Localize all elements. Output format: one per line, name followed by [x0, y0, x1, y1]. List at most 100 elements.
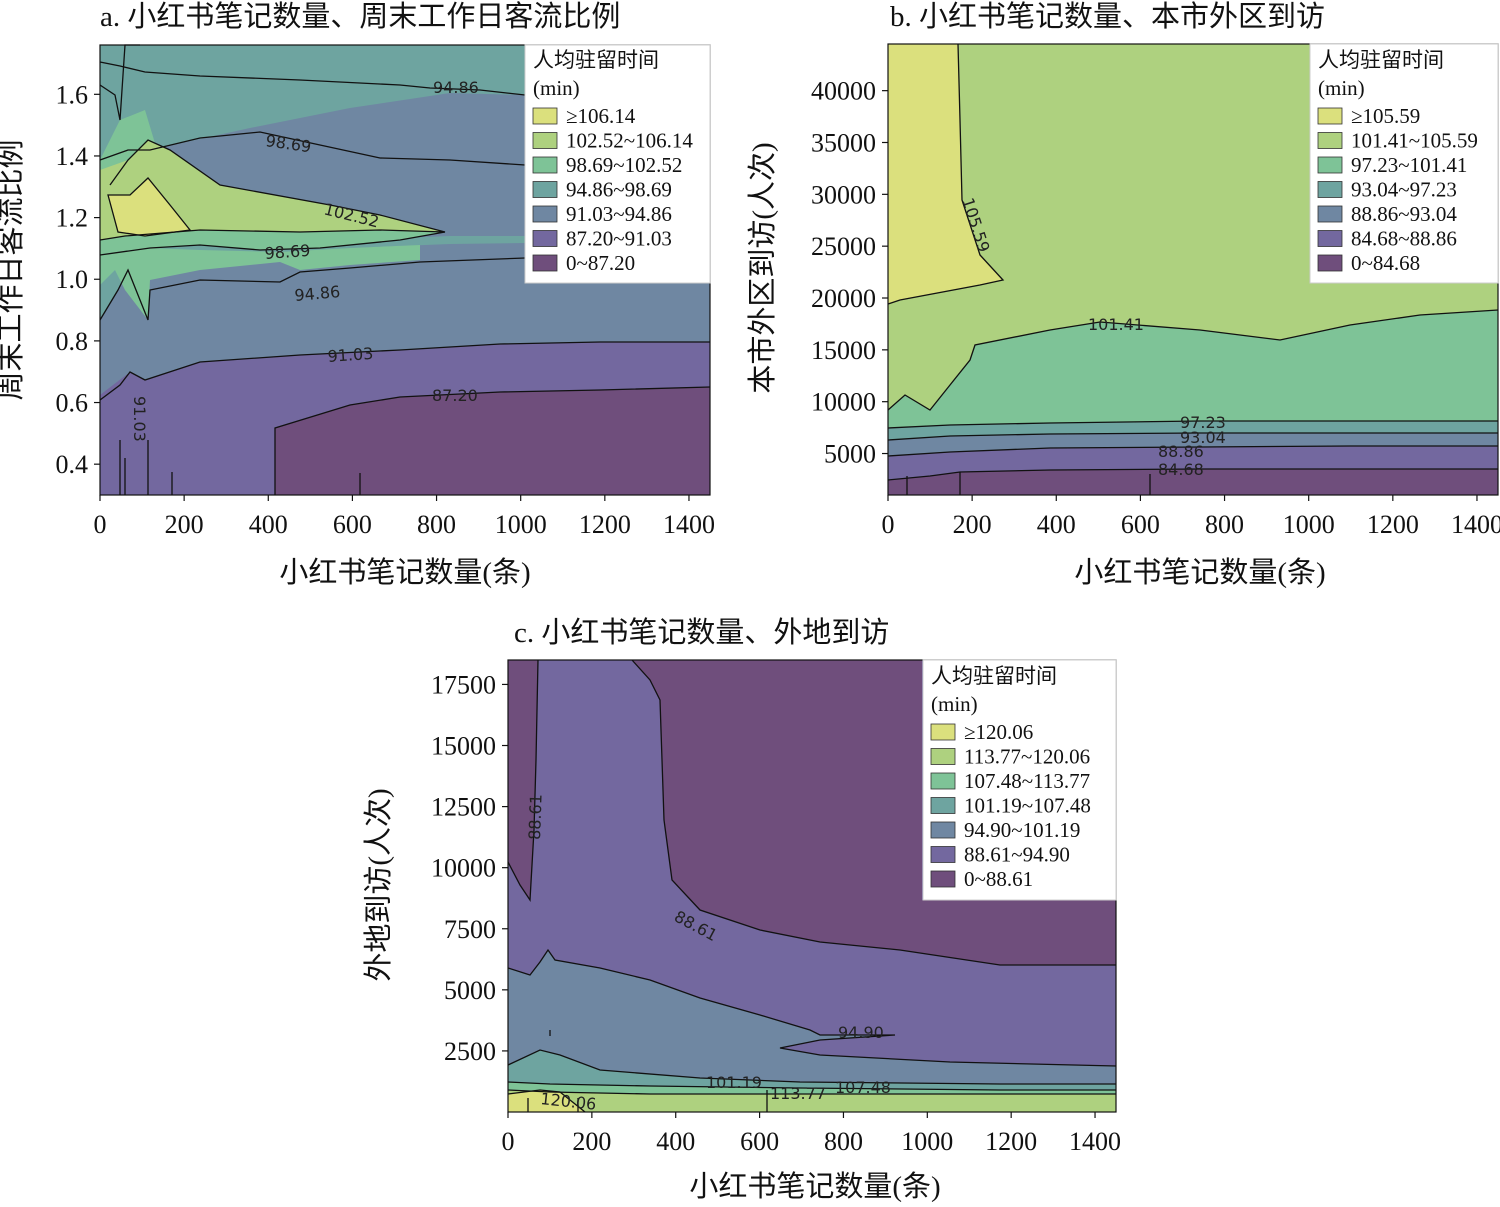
legend-entry: 107.48~113.77	[964, 769, 1090, 793]
chart-c-legend-unit: (min)	[931, 692, 978, 716]
y-tick-label: 35000	[811, 128, 876, 157]
chart-a-legend: 人均驻留时间 (min) ≥106.14102.52~106.1498.69~1…	[524, 44, 711, 284]
legend-swatch	[1317, 181, 1343, 198]
chart-b-ticks: 0 200 400 600 800 1000 1200 1400 5000 10000 15000 2…	[811, 77, 1500, 539]
legend-entry: 87.20~91.03	[566, 227, 672, 251]
legend-swatch	[532, 230, 558, 247]
x-tick-label: 600	[333, 510, 372, 539]
chart-a-contour-94-86-bottom	[99, 254, 711, 321]
legend-entry: 88.86~93.04	[1351, 202, 1457, 226]
y-tick-label: 25000	[811, 232, 876, 261]
legend-entry: ≥120.06	[964, 720, 1033, 744]
chart-b-contour-labels: 105.59 101.41 97.23 93.04 88.86 84.68	[958, 195, 1226, 479]
x-tick-label: 0	[502, 1127, 515, 1156]
chart-b-contour-93-04	[887, 432, 1498, 441]
chart-c-contour-113-77	[507, 1089, 1116, 1095]
x-tick-label: 400	[249, 510, 288, 539]
legend-swatch	[532, 156, 558, 174]
chart-b-legend-title: 人均驻留时间	[1318, 48, 1444, 72]
y-tick-label: 1.4	[56, 142, 89, 171]
chart-b-contour-spikes	[906, 472, 1151, 495]
y-tick-label: 0.4	[56, 450, 89, 479]
legend-entry: 94.90~101.19	[964, 818, 1080, 842]
chart-a-contour-98-69-bottom	[99, 231, 446, 256]
chart-b-legend-unit: (min)	[1318, 76, 1365, 100]
y-tick-label: 5000	[824, 440, 876, 469]
chart-c-contour-88-61-left	[507, 659, 539, 902]
chart-a-title: a. 小红书笔记数量、周末工作日客流比例	[100, 0, 620, 33]
legend-entry: 102.52~106.14	[566, 129, 693, 153]
legend-entry: 94.86~98.69	[566, 178, 672, 202]
chart-a-clabel: 87.20	[432, 386, 478, 405]
chart-a-contour-lines	[99, 44, 711, 495]
y-tick-label: 1.2	[56, 204, 89, 233]
x-tick-label: 600	[1121, 510, 1160, 539]
x-tick-label: 800	[1205, 510, 1244, 539]
chart-a-contour-91-03	[99, 341, 710, 401]
legend-swatch	[930, 723, 956, 741]
chart-b-clabel: 84.68	[1158, 460, 1204, 479]
chart-a-region-98-69-b	[100, 245, 420, 320]
chart-a-contour-106-14	[107, 177, 192, 237]
chart-c-contour-lines	[507, 659, 1117, 1113]
y-tick-label: 1.6	[56, 80, 89, 109]
legend-entry: 84.68~88.86	[1351, 227, 1457, 251]
chart-b: b. 小红书笔记数量、本市外区到访 105.59 101.41 97.23 93…	[746, 0, 1500, 589]
chart-c-contour-120-06	[507, 1089, 586, 1113]
chart-b-contour-lines	[887, 43, 1499, 495]
chart-c-ticks: 0 200 400 600 800 1000 1200 1400 2500 5000 7500 100…	[431, 670, 1121, 1156]
chart-c-clabel: 101.19	[706, 1073, 762, 1092]
legend-entry: 0~84.68	[1351, 251, 1420, 275]
legend-entry: 98.69~102.52	[566, 153, 682, 177]
legend-swatch	[532, 132, 558, 149]
chart-a: a. 小红书笔记数量、周末工作日客流比例 94.86	[0, 0, 715, 589]
chart-b-contour-88-86	[887, 445, 1498, 457]
chart-a-contour-102-52	[99, 139, 446, 241]
x-tick-label: 400	[1037, 510, 1076, 539]
chart-a-region-0-87-20	[275, 387, 710, 495]
x-tick-label: 1000	[901, 1127, 953, 1156]
chart-b-title: b. 小红书笔记数量、本市外区到访	[890, 0, 1325, 33]
legend-swatch	[930, 772, 956, 790]
x-tick-label: 600	[740, 1127, 779, 1156]
chart-a-xlabel: 小红书笔记数量(条)	[279, 556, 530, 589]
y-tick-label: 15000	[811, 336, 876, 365]
chart-a-clabel: 91.03	[327, 344, 374, 366]
x-tick-label: 1400	[663, 510, 715, 539]
chart-b-contour-84-68	[887, 468, 1498, 481]
chart-b-contour-105-59	[887, 43, 1005, 305]
chart-a-contour-spike-1	[119, 440, 361, 495]
legend-swatch	[930, 846, 956, 863]
chart-b-xlabel: 小红书笔记数量(条)	[1074, 556, 1325, 589]
chart-b-region-0-84-68	[888, 469, 1498, 495]
y-tick-label: 5000	[444, 976, 496, 1005]
x-tick-label: 0	[94, 510, 107, 539]
legend-swatch	[1317, 107, 1343, 125]
chart-a-clabel: 94.86	[294, 282, 341, 305]
chart-c-clabel: 113.77	[770, 1084, 826, 1103]
chart-c-region-120-06	[508, 1090, 585, 1112]
y-tick-label: 7500	[444, 915, 496, 944]
x-tick-label: 1200	[985, 1127, 1037, 1156]
x-tick-label: 1000	[1283, 510, 1335, 539]
chart-b-clabel: 101.41	[1088, 315, 1144, 334]
chart-b-clabel: 97.23	[1180, 413, 1226, 432]
chart-a-contour-98-69-top	[99, 131, 526, 166]
chart-b-contour-97-23	[887, 420, 1498, 429]
chart-a-legend-unit: (min)	[533, 76, 580, 100]
chart-c-contour-88-61-right	[631, 659, 1116, 966]
legend-swatch	[930, 821, 956, 839]
legend-swatch	[930, 748, 956, 765]
y-tick-label: 10000	[811, 388, 876, 417]
chart-c-clabel: 88.61	[525, 794, 546, 840]
legend-entry: 97.23~101.41	[1351, 153, 1467, 177]
legend-swatch	[1317, 230, 1343, 247]
chart-a-contour-87-20	[274, 386, 711, 495]
chart-c-region-113-77	[508, 1090, 1116, 1112]
x-tick-label: 1400	[1451, 510, 1500, 539]
chart-c-contour-spikes	[527, 1030, 768, 1112]
legend-entry: 101.19~107.48	[964, 794, 1091, 818]
legend-swatch	[532, 107, 558, 125]
y-tick-label: 17500	[431, 670, 496, 699]
chart-c-clabel: 107.48	[835, 1078, 891, 1097]
